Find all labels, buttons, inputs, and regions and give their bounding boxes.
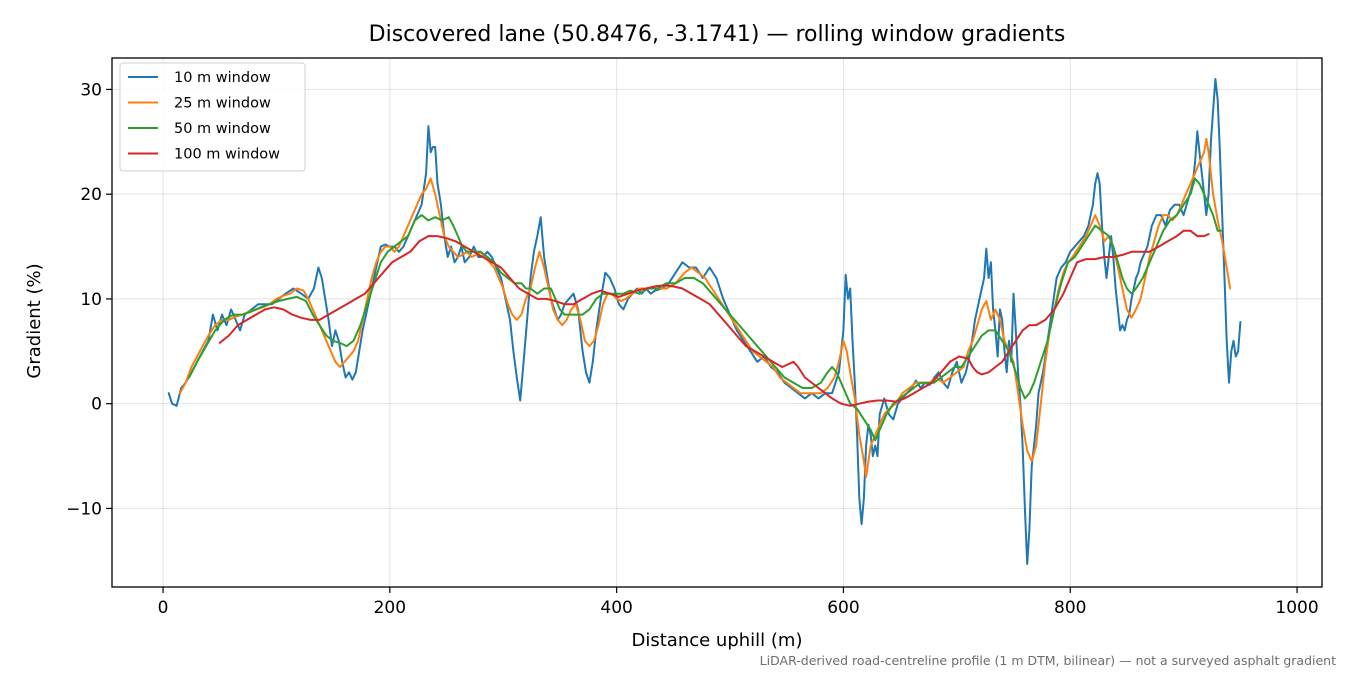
series-line-10-m-window <box>167 78 1242 565</box>
y-tick-label: −10 <box>66 499 102 519</box>
x-axis-label: Distance uphill (m) <box>632 630 803 651</box>
y-axis-ticks: −10 0 10 20 30 <box>66 80 112 519</box>
legend-label: 25 m window <box>174 96 271 112</box>
x-tick-label: 200 <box>374 598 406 618</box>
y-axis-label: Gradient (%) <box>24 263 45 378</box>
footnote: LiDAR-derived road-centreline profile (1… <box>760 653 1336 668</box>
x-tick-label: 0 <box>158 598 169 618</box>
y-tick-label: 30 <box>80 80 102 100</box>
series-lines <box>167 78 1242 565</box>
y-tick-label: 0 <box>91 395 102 415</box>
x-tick-label: 600 <box>827 598 859 618</box>
x-tick-label: 400 <box>600 598 632 618</box>
legend-box <box>119 62 306 172</box>
legend-label: 10 m window <box>174 70 271 86</box>
series-line-100-m-window <box>218 229 1210 407</box>
y-tick-label: 20 <box>80 185 102 205</box>
series-line-50-m-window <box>188 177 1223 442</box>
legend-label: 100 m window <box>174 147 280 163</box>
plot-area-frame <box>111 57 1323 588</box>
x-axis-ticks: 0 200 400 600 800 1000 <box>158 587 1319 618</box>
chart-title: Discovered lane (50.8476, -3.1741) — rol… <box>369 22 1066 47</box>
x-tick-label: 1000 <box>1275 598 1318 618</box>
y-tick-label: 10 <box>80 290 102 310</box>
x-tick-label: 800 <box>1054 598 1086 618</box>
legend-label: 50 m window <box>174 121 271 137</box>
series-line-25-m-window <box>179 137 1232 478</box>
legend: 10 m window 25 m window 50 m window 100 m w… <box>119 62 306 172</box>
